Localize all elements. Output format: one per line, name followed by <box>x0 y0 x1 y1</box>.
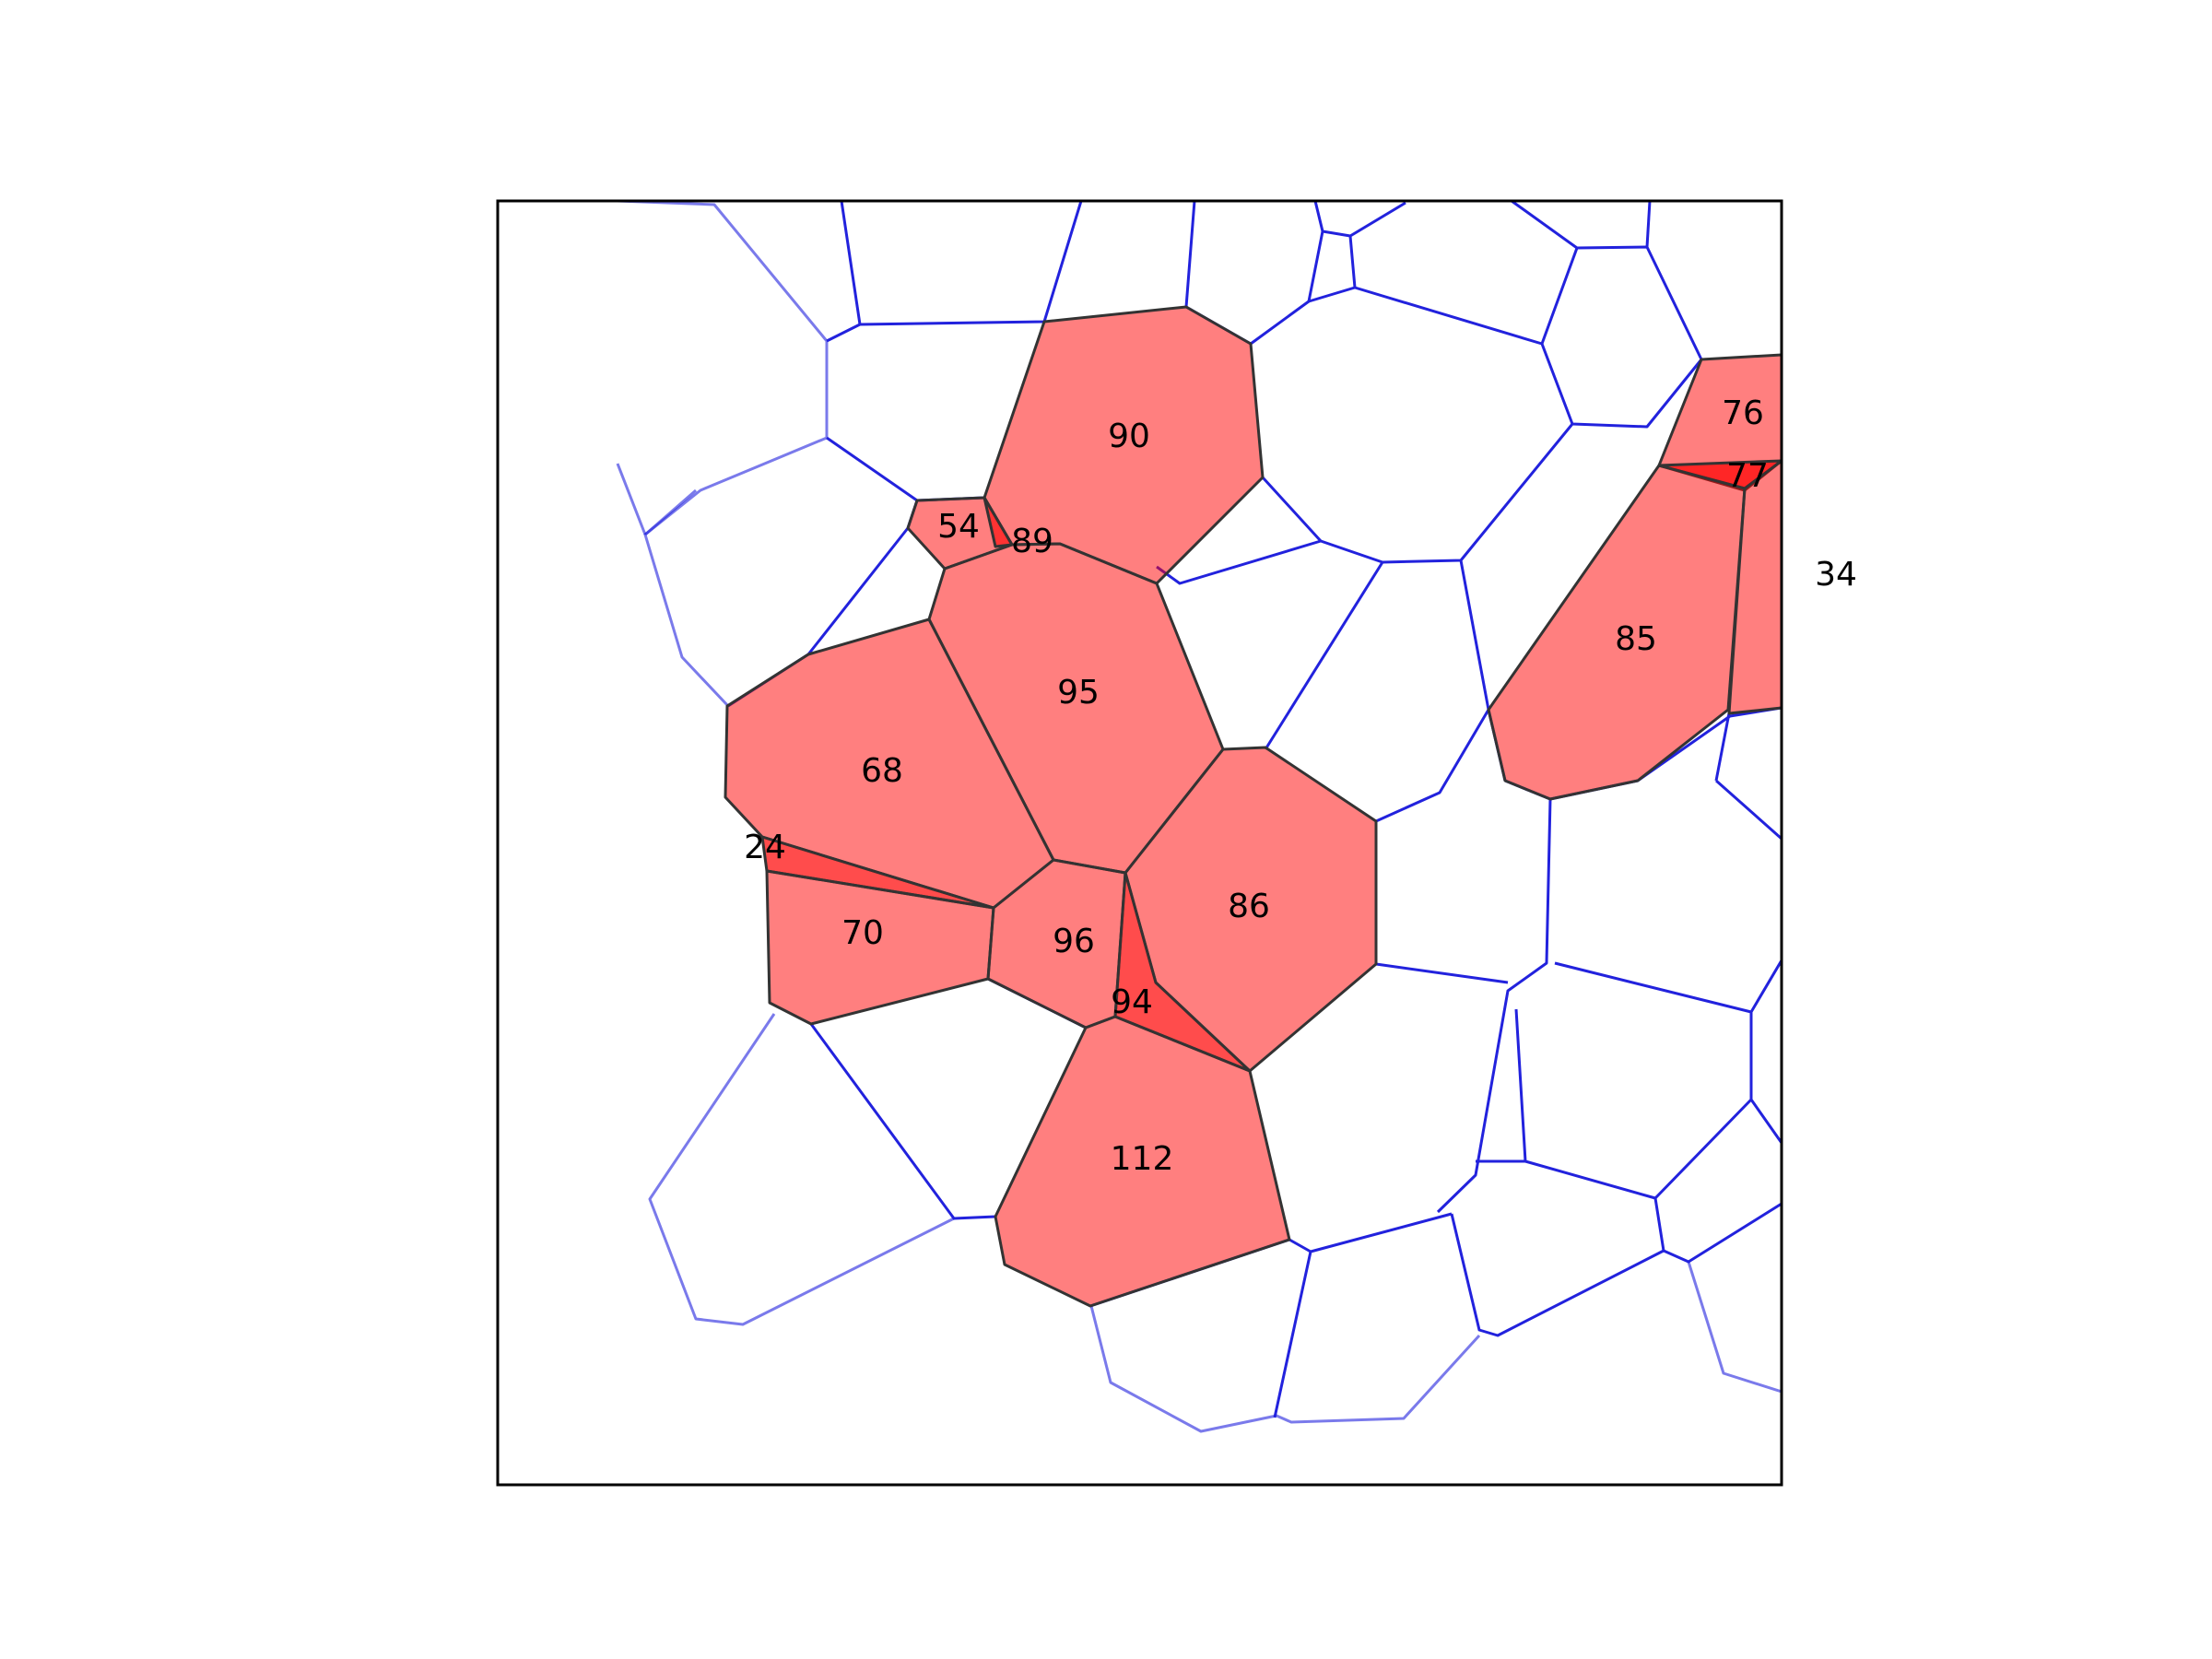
cell-edge <box>644 488 697 536</box>
region-label-24: 24 <box>744 829 786 866</box>
region-label-86: 86 <box>1228 888 1270 925</box>
cell-edge <box>1375 962 1509 984</box>
cell-edge <box>617 201 829 708</box>
region-label-96: 96 <box>1053 923 1095 960</box>
cell-edge <box>1645 201 1652 248</box>
plot-frame <box>496 199 1783 1487</box>
cell-edge <box>1349 201 1406 238</box>
region-label-77: 77 <box>1726 457 1769 495</box>
region-labels: 90 54 89 95 68 24 70 96 86 94 112 76 77 … <box>744 394 1857 1178</box>
cell-edge <box>1450 1213 1665 1337</box>
region-label-76: 76 <box>1722 394 1764 432</box>
cell-edge <box>1653 1197 1782 1264</box>
cell-edge <box>840 201 862 325</box>
cell-edge <box>1184 201 1196 308</box>
cell-edge <box>1089 1305 1481 1433</box>
cell-edge <box>1714 712 1731 782</box>
region-label-89: 89 <box>1011 523 1053 560</box>
cell-edge <box>1320 423 1574 564</box>
cell-edge <box>1540 247 1579 345</box>
region-70-shape <box>765 869 995 1026</box>
highlighted-regions <box>724 305 1782 1308</box>
cell-edge <box>1308 229 1357 303</box>
cell-edge <box>1156 476 1323 585</box>
cell-edge <box>1264 561 1384 750</box>
region-label-85: 85 <box>1615 620 1657 658</box>
region-34-shape <box>1727 459 1782 715</box>
region-label-94: 94 <box>1111 983 1153 1021</box>
region-label-54: 54 <box>937 508 980 546</box>
region-label-112: 112 <box>1111 1140 1174 1178</box>
cell-edge <box>648 1013 955 1326</box>
region-89-shape <box>982 496 1014 548</box>
cell-edge <box>826 201 1083 343</box>
cell-edge <box>1375 559 1490 823</box>
region-label-70: 70 <box>841 914 884 952</box>
region-label-90: 90 <box>1108 418 1150 455</box>
cell-edge <box>1715 779 1782 841</box>
cell-edge <box>1687 1261 1782 1394</box>
region-label-34: 34 <box>1815 556 1857 594</box>
region-label-95: 95 <box>1057 674 1100 712</box>
cell-edge <box>616 463 647 535</box>
cell-edge <box>1436 798 1552 1214</box>
region-label-68: 68 <box>861 752 903 790</box>
region-112-shape <box>994 1015 1291 1308</box>
cell-edge <box>1354 201 1703 429</box>
